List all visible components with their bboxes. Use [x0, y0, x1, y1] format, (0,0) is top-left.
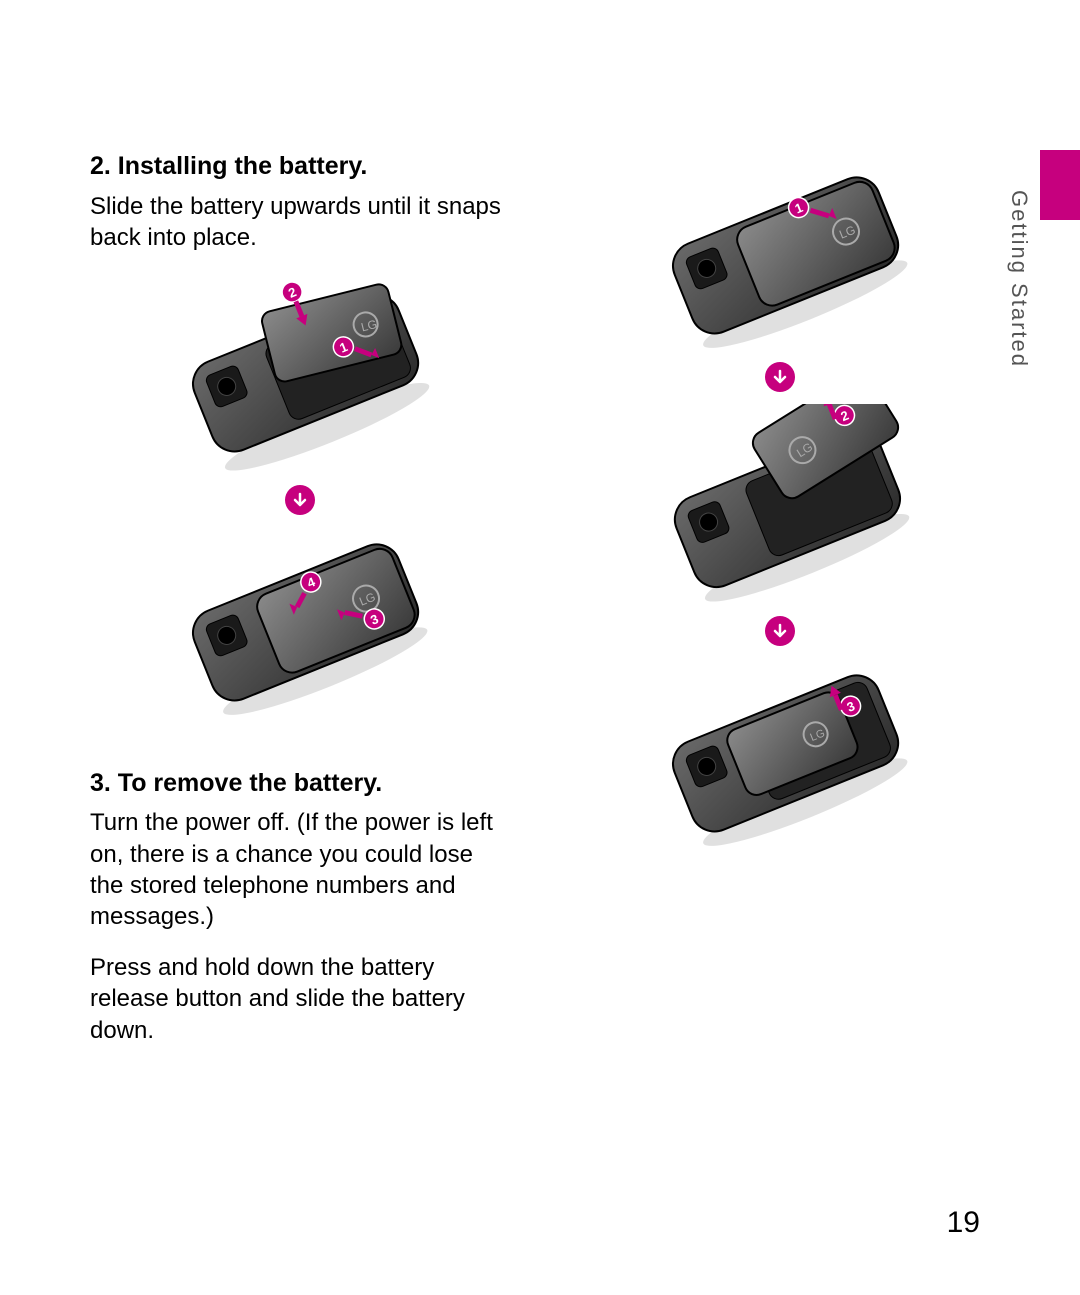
two-column-layout: 2. Installing the battery. Slide the bat…: [90, 150, 990, 1066]
right-column: LG 1: [570, 150, 990, 1066]
down-arrow-icon: [285, 485, 315, 515]
section2-heading: 2. Installing the battery.: [90, 150, 510, 183]
left-column: 2. Installing the battery. Slide the bat…: [90, 150, 510, 1066]
section3: 3. To remove the battery. Turn the power…: [90, 767, 510, 1066]
section3-body2: Press and hold down the battery release …: [90, 952, 510, 1046]
page-number: 19: [947, 1206, 980, 1240]
down-arrow-icon: [765, 362, 795, 392]
section-side-label: Getting Started: [1006, 190, 1032, 368]
phone-install-step1-illustration: LG 1 2: [155, 273, 445, 473]
section3-heading: 3. To remove the battery.: [90, 767, 510, 800]
phone-remove-step1-illustration: LG 1: [635, 160, 925, 350]
down-arrow-icon: [765, 616, 795, 646]
phone-install-step2-illustration: LG 3 4: [155, 527, 445, 717]
phone-remove-step2-illustration: LG 2: [635, 404, 925, 604]
manual-page: Getting Started 2. Installing the batter…: [0, 0, 1080, 1295]
section-tab-marker: [1040, 150, 1080, 220]
section2-diagram: LG 1 2: [90, 273, 510, 717]
section3-body1: Turn the power off. (If the power is lef…: [90, 807, 510, 932]
section2-body: Slide the battery upwards until it snaps…: [90, 191, 510, 253]
phone-remove-step3-illustration: LG 3: [635, 658, 925, 848]
